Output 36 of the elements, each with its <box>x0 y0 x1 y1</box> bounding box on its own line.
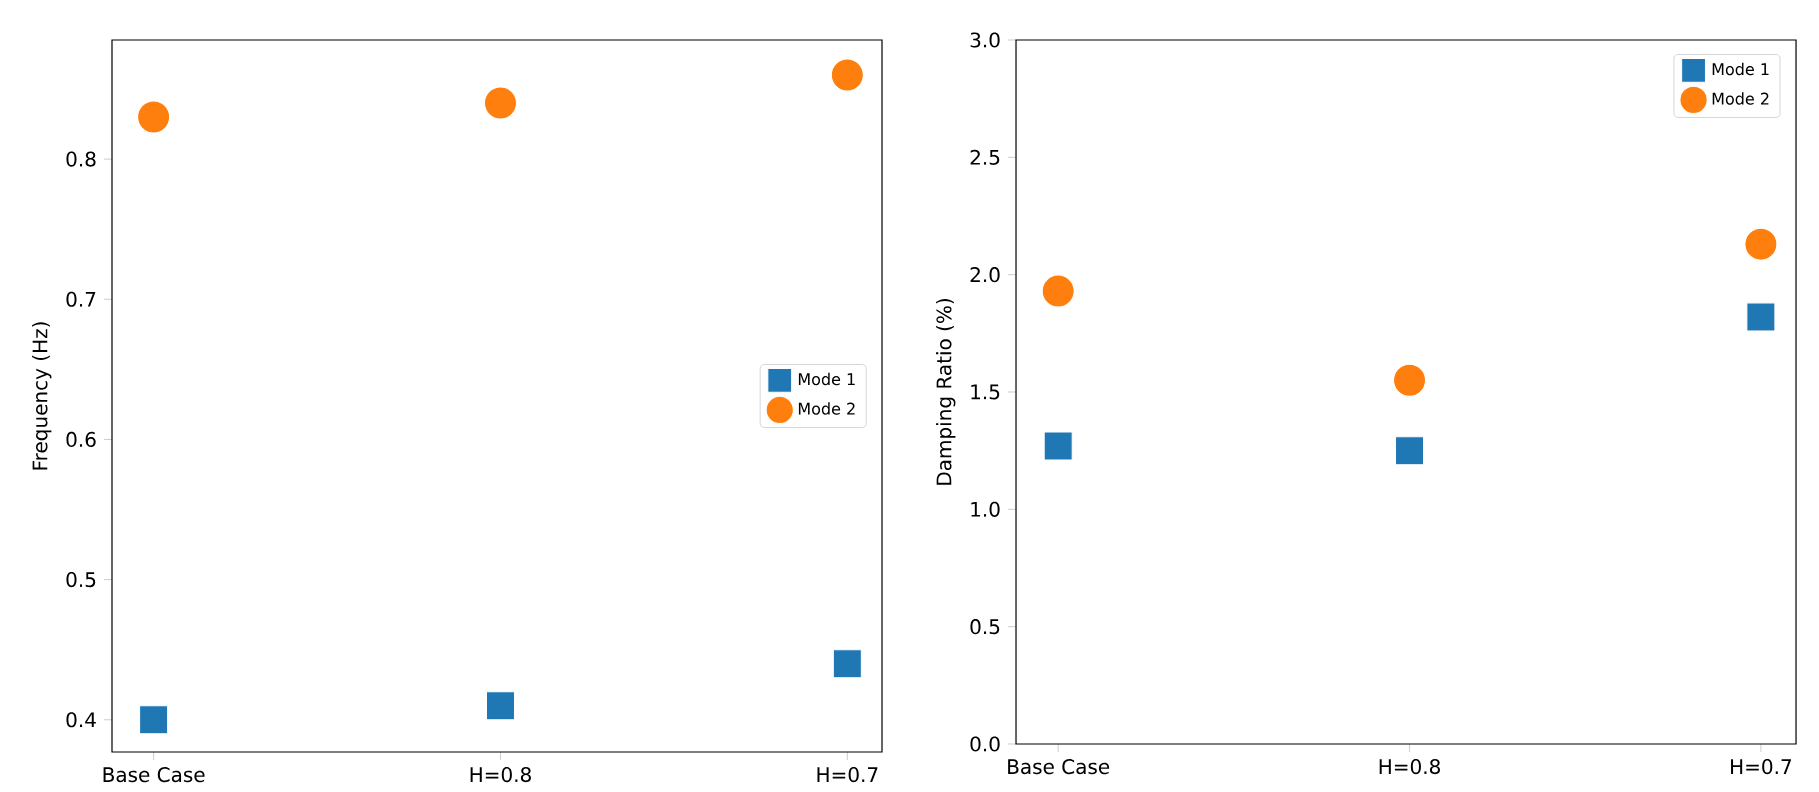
legend-label: Mode 2 <box>798 402 855 415</box>
legend-label: Mode 2 <box>1712 92 1769 105</box>
point <box>1041 274 1075 308</box>
point <box>1393 363 1427 397</box>
legend-label: Mode 1 <box>798 372 855 386</box>
x-tick-label: H=0.7 <box>817 767 878 783</box>
x-tick-label: Base Case <box>1008 759 1110 775</box>
y-tick-label: 0.4 <box>66 712 96 728</box>
point <box>139 705 169 735</box>
y-tick-label: 0.7 <box>66 291 96 307</box>
y-axis-title: Frequency (Hz) <box>32 322 52 470</box>
point <box>832 649 862 679</box>
point <box>1746 302 1776 332</box>
y-tick-label: 0.5 <box>970 619 1000 635</box>
y-tick-label: 1.0 <box>971 501 1000 517</box>
y-tick-label: 1.5 <box>971 384 1000 400</box>
y-tick-label: 0.0 <box>970 736 1000 752</box>
x-tick-label: H=0.7 <box>1731 759 1791 775</box>
x-tick-label: Base Case <box>103 767 205 783</box>
y-tick-label: 0.5 <box>66 572 96 588</box>
y-axis-title: Damping Ratio (%) <box>936 298 956 485</box>
point <box>1744 227 1778 261</box>
point <box>485 691 515 721</box>
y-tick-label: 0.6 <box>66 431 96 447</box>
y-tick-label: 0.8 <box>66 151 96 167</box>
x-tick-label: H=0.8 <box>1379 759 1440 775</box>
point <box>483 86 517 120</box>
y-tick-label: 2.5 <box>970 149 1000 165</box>
y-tick-label: 2.0 <box>970 267 1000 283</box>
legend-label: Mode 1 <box>1712 62 1769 76</box>
point <box>1043 431 1073 461</box>
point <box>830 58 864 92</box>
point <box>137 100 171 134</box>
x-tick-label: H=0.8 <box>470 767 531 783</box>
y-tick-label: 3.0 <box>970 32 1000 48</box>
point <box>1395 436 1425 466</box>
